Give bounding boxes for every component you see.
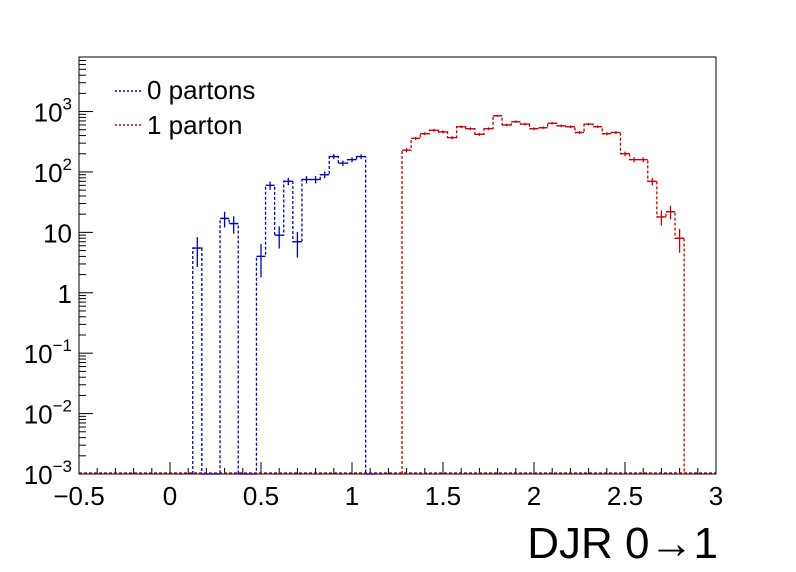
x-tick-label: 3 [709,481,723,511]
y-tick-label: 103 [34,95,72,128]
x-tick-label: 0 [163,481,177,511]
axes: −0.5 0 0.5 1 1.5 2 2.5 3 10−3 10−2 10−1 1 10 102 103 [24,56,723,511]
x-tick-label: 0.5 [243,481,279,511]
series-outline [192,155,375,475]
x-axis-title: DJR 0→1 [527,519,718,568]
plot-frame [78,56,717,475]
series-0 [79,154,716,475]
legend-label-0-partons: 0 partons [147,75,255,105]
y-tick-label: 10 [43,218,72,248]
y-tick-label: 102 [34,155,72,188]
x-tick-label: 2 [527,481,541,511]
x-tick-label: −0.5 [53,481,104,511]
series-outline [401,115,685,474]
x-tick-label: 2.5 [607,481,643,511]
x-tick-label: 1 [345,481,359,511]
series-layer [79,114,716,475]
legend-label-1-parton: 1 parton [147,110,242,140]
x-tick-label: 1.5 [425,481,461,511]
y-tick-label: 10−3 [24,457,72,490]
series-1 [79,114,716,474]
y-tick-label: 1 [58,279,72,309]
legend: 0 partons 1 parton [115,75,255,140]
y-tick-label: 10−1 [24,336,72,369]
y-tick-label: 10−2 [24,397,72,430]
